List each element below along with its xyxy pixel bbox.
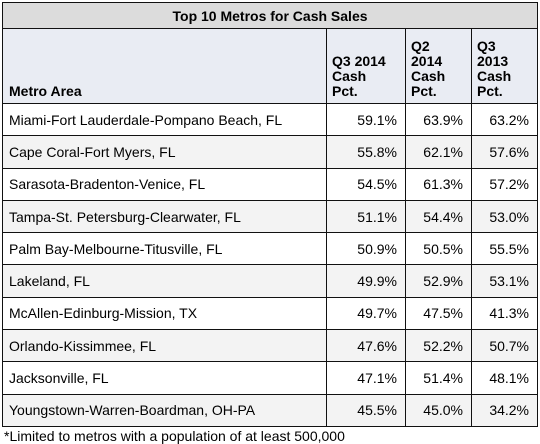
q2-2014-cell: 50.5% (405, 232, 472, 266)
table-row: Orlando-Kissimmee, FL 47.6% 52.2% 50.7% (2, 329, 539, 363)
header-q3-2014-label: Q3 2014 Cash Pct. (332, 53, 386, 99)
metro-cell: Orlando-Kissimmee, FL (2, 329, 327, 363)
header-q3-2013: Q3 2013 Cash Pct. (470, 28, 539, 104)
metro-cell: Tampa-St. Petersburg-Clearwater, FL (2, 199, 327, 234)
q3-2013-cell: 41.3% (470, 296, 539, 331)
table-row: Cape Coral-Fort Myers, FL 55.8% 62.1% 57… (2, 135, 539, 169)
table-footnote: *Limited to metros with a population of … (4, 427, 345, 444)
table-row: Miami-Fort Lauderdale-Pompano Beach, FL … (2, 102, 539, 137)
q3-2013-cell: 57.6% (470, 135, 539, 169)
q2-2014-cell: 62.1% (405, 135, 472, 169)
table-row: Sarasota-Bradenton-Venice, FL 54.5% 61.3… (2, 167, 539, 201)
q3-2014-cell: 54.5% (326, 167, 406, 201)
q3-2014-cell: 50.9% (326, 232, 406, 266)
q2-2014-cell: 47.5% (405, 296, 472, 331)
table-title: Top 10 Metros for Cash Sales (1, 2, 539, 29)
q2-2014-cell: 61.3% (405, 167, 472, 201)
q2-2014-cell: 45.0% (405, 393, 472, 427)
table-row: Lakeland, FL 49.9% 52.9% 53.1% (2, 264, 539, 298)
q3-2013-cell: 53.0% (470, 199, 539, 234)
header-q3-2013-label: Q3 2013 Cash Pct. (477, 38, 512, 99)
header-metro-area-label: Metro Area (9, 83, 82, 99)
q2-2014-cell: 52.2% (405, 329, 472, 363)
metro-cell: Youngstown-Warren-Boardman, OH-PA (2, 393, 327, 427)
q3-2013-cell: 63.2% (470, 102, 539, 137)
table-row: Palm Bay-Melbourne-Titusville, FL 50.9% … (2, 232, 539, 266)
metro-cell: Palm Bay-Melbourne-Titusville, FL (2, 232, 327, 266)
table-row: Tampa-St. Petersburg-Clearwater, FL 51.1… (2, 199, 539, 234)
q3-2014-cell: 49.7% (326, 296, 406, 331)
q3-2013-cell: 57.2% (470, 167, 539, 201)
cash-sales-table: Top 10 Metros for Cash Sales Metro Area … (1, 2, 539, 427)
q3-2014-cell: 49.9% (326, 264, 406, 298)
q3-2014-cell: 45.5% (326, 393, 406, 427)
q3-2014-cell: 47.1% (326, 361, 406, 395)
metro-cell: Miami-Fort Lauderdale-Pompano Beach, FL (2, 102, 327, 137)
q3-2014-cell: 47.6% (326, 329, 406, 363)
q3-2013-cell: 50.7% (470, 329, 539, 363)
q3-2013-cell: 48.1% (470, 361, 539, 395)
q3-2014-cell: 55.8% (326, 135, 406, 169)
header-metro-area: Metro Area (2, 28, 327, 104)
metro-cell: McAllen-Edinburg-Mission, TX (2, 296, 327, 331)
q3-2013-cell: 55.5% (470, 232, 539, 266)
q2-2014-cell: 52.9% (405, 264, 472, 298)
q3-2013-cell: 34.2% (470, 393, 539, 427)
q2-2014-cell: 63.9% (405, 102, 472, 137)
q2-2014-cell: 51.4% (405, 361, 472, 395)
table-header-row: Metro Area Q3 2014 Cash Pct. Q2 2014 Cas… (2, 28, 539, 104)
metro-cell: Sarasota-Bradenton-Venice, FL (2, 167, 327, 201)
q3-2014-cell: 59.1% (326, 102, 406, 137)
table-row: Jacksonville, FL 47.1% 51.4% 48.1% (2, 361, 539, 395)
metro-cell: Jacksonville, FL (2, 361, 327, 395)
header-q2-2014-label: Q2 2014 Cash Pct. (411, 38, 446, 99)
q2-2014-cell: 54.4% (405, 199, 472, 234)
table-row: Youngstown-Warren-Boardman, OH-PA 45.5% … (2, 393, 539, 427)
table-row: McAllen-Edinburg-Mission, TX 49.7% 47.5%… (2, 296, 539, 331)
header-q3-2014: Q3 2014 Cash Pct. (326, 28, 406, 104)
q3-2014-cell: 51.1% (326, 199, 406, 234)
header-q2-2014: Q2 2014 Cash Pct. (405, 28, 472, 104)
metro-cell: Lakeland, FL (2, 264, 327, 298)
q3-2013-cell: 53.1% (470, 264, 539, 298)
table-title-row: Top 10 Metros for Cash Sales (1, 2, 539, 29)
metro-cell: Cape Coral-Fort Myers, FL (2, 135, 327, 169)
